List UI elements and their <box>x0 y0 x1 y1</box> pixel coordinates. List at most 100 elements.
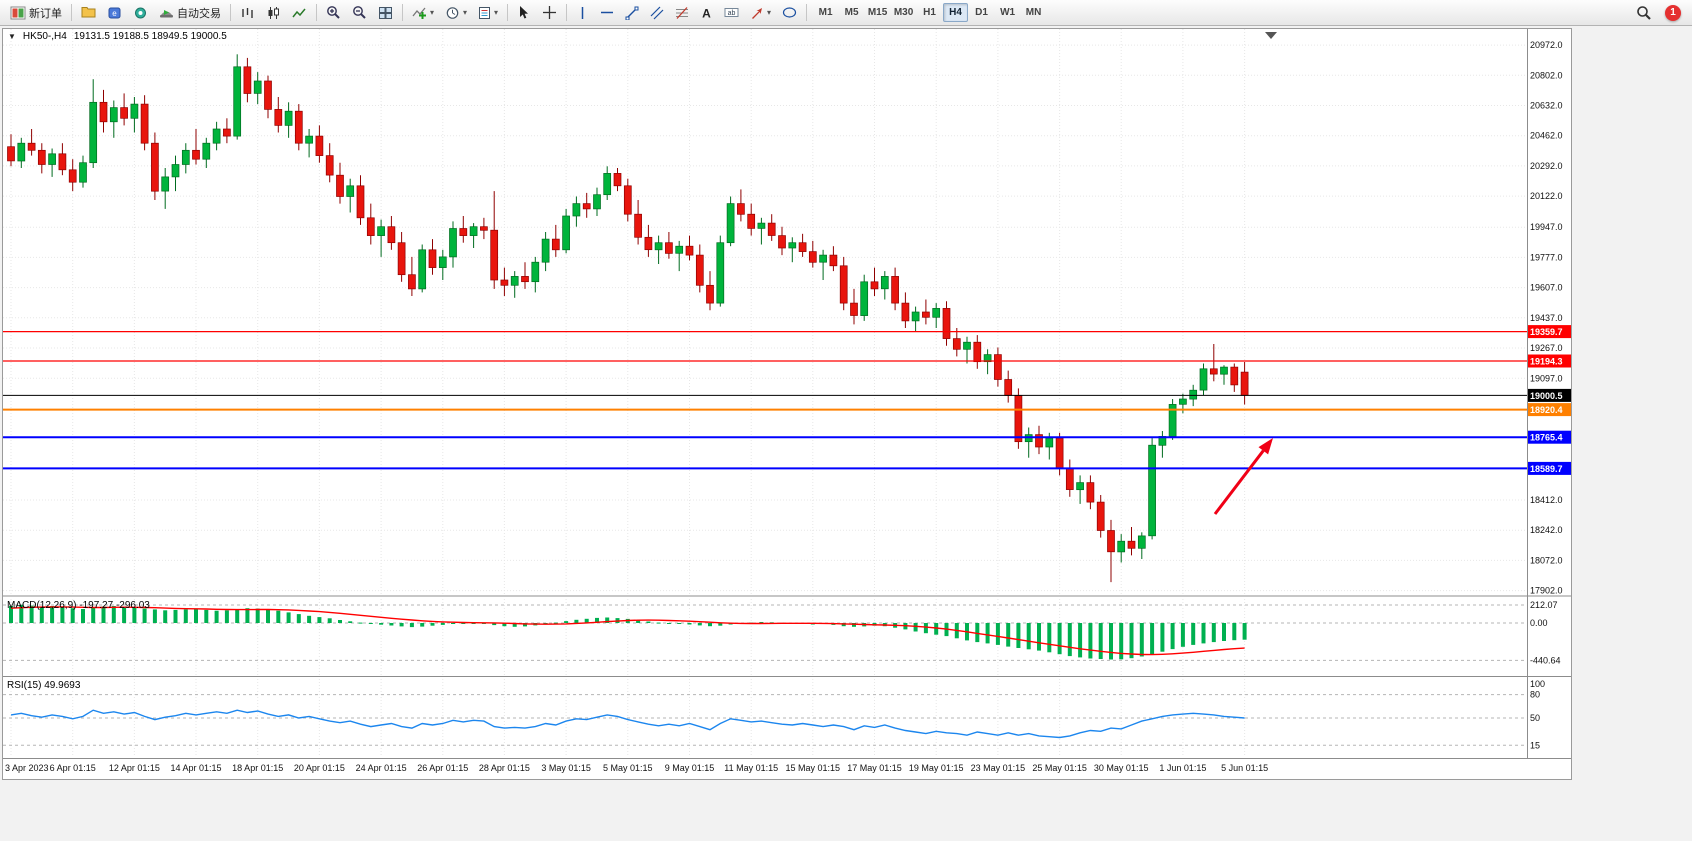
horizontal-line-button[interactable] <box>595 2 619 23</box>
candle-body <box>1127 540 1136 549</box>
candle-body <box>17 142 26 162</box>
zoom-in-button[interactable] <box>321 2 346 23</box>
svg-text:3 May 01:15: 3 May 01:15 <box>541 763 591 773</box>
candle-body <box>325 155 334 176</box>
svg-text:-440.64: -440.64 <box>1530 655 1561 665</box>
candle-body <box>27 142 36 151</box>
text-button[interactable]: A <box>695 2 718 23</box>
svg-text:1 Jun 01:15: 1 Jun 01:15 <box>1159 763 1206 773</box>
metaeditor-button[interactable]: e <box>102 2 127 23</box>
cursor-button[interactable] <box>512 2 536 23</box>
fibonacci-button[interactable] <box>670 2 694 23</box>
profiles-button[interactable] <box>76 2 101 23</box>
chart-canvas[interactable]: 20972.0 20802.0 20632.0 20462.0 20292.0 20122… <box>3 29 1571 779</box>
svg-text:18072.0: 18072.0 <box>1530 555 1563 565</box>
chart-shift-marker[interactable] <box>1265 32 1277 39</box>
grid-lines <box>3 29 1527 757</box>
candle-body <box>593 194 601 210</box>
price-level-badge <box>1527 403 1571 417</box>
notification-badge[interactable]: 1 <box>1665 4 1681 21</box>
timeframe-h1[interactable]: H1 <box>917 3 942 22</box>
profiles-icon <box>81 6 96 19</box>
candle-body <box>264 80 272 110</box>
shapes-icon <box>782 6 797 19</box>
candle-body <box>1230 366 1239 386</box>
chart-symbol-period: HK50-,H4 <box>22 31 67 42</box>
candle-body <box>1117 540 1126 553</box>
crosshair-button[interactable] <box>537 2 562 23</box>
candle-body <box>212 128 221 144</box>
svg-text:9 May 01:15: 9 May 01:15 <box>665 763 715 773</box>
community-button[interactable] <box>128 2 153 23</box>
new-order-button[interactable]: 新订单 <box>5 2 67 23</box>
candle-body <box>860 281 869 316</box>
templates-button[interactable]: ▾ <box>473 2 503 23</box>
chart-window[interactable]: 20972.0 20802.0 20632.0 20462.0 20292.0 20122… <box>2 28 1572 780</box>
autotrading-icon <box>159 6 174 20</box>
candle-body <box>181 149 190 165</box>
toolbar-separator <box>316 4 317 21</box>
shapes-button[interactable] <box>777 2 802 23</box>
timeframe-m15[interactable]: M15 <box>865 3 890 22</box>
candle-body <box>161 176 170 192</box>
candle-body <box>880 276 889 290</box>
arrows-tool-button[interactable]: ▾ <box>745 2 776 23</box>
ohlc-collapse-icon[interactable]: ▼ <box>8 32 16 41</box>
indicators-button[interactable]: ▾ <box>407 2 439 23</box>
candle-body <box>284 110 293 126</box>
svg-text:18412.0: 18412.0 <box>1530 495 1563 505</box>
trend-arrow-line[interactable] <box>1213 449 1265 515</box>
dropdown-caret-icon: ▾ <box>767 7 772 17</box>
svg-text:19000.5: 19000.5 <box>1530 391 1563 401</box>
timeframe-m30[interactable]: M30 <box>891 3 916 22</box>
svg-text:19359.7: 19359.7 <box>1530 327 1563 337</box>
search-button[interactable] <box>1631 2 1657 23</box>
timeframe-m5[interactable]: M5 <box>839 3 864 22</box>
svg-text:20292.0: 20292.0 <box>1530 161 1563 171</box>
dropdown-caret-icon: ▾ <box>430 7 435 17</box>
timeframe-w1[interactable]: W1 <box>995 3 1020 22</box>
price-level-badge <box>1527 461 1571 475</box>
candle-body <box>808 251 817 263</box>
candle-body <box>243 66 252 94</box>
candle-body <box>79 162 87 183</box>
dropdown-caret-icon: ▾ <box>494 7 499 17</box>
chart-line-button[interactable] <box>287 2 312 23</box>
timeframe-m1[interactable]: M1 <box>813 3 838 22</box>
chart-bars-button[interactable] <box>235 2 260 23</box>
candle-body <box>798 242 807 252</box>
zoom-out-button[interactable] <box>347 2 372 23</box>
tile-windows-button[interactable] <box>373 2 398 23</box>
candle-body <box>130 103 139 119</box>
text-label-button[interactable]: ab <box>719 2 744 23</box>
candle-body <box>1179 398 1187 405</box>
vertical-line-button[interactable] <box>571 2 594 23</box>
svg-text:5 Jun 01:15: 5 Jun 01:15 <box>1221 763 1268 773</box>
macd-indicator-label: MACD(12,26,9) -197.27 -296.03 <box>7 600 150 611</box>
timeframe-h4[interactable]: H4 <box>943 3 969 22</box>
candle-body <box>294 110 303 144</box>
channel-button[interactable] <box>645 2 669 23</box>
candle-body <box>623 185 632 215</box>
svg-text:3 Apr 2023: 3 Apr 2023 <box>5 763 49 773</box>
candle-body <box>449 228 457 258</box>
bar-chart-icon <box>240 6 255 20</box>
svg-text:19437.0: 19437.0 <box>1530 313 1563 323</box>
chart-candles-button[interactable] <box>261 2 286 23</box>
periods-button[interactable]: ▾ <box>440 2 472 23</box>
timeframe-mn[interactable]: MN <box>1021 3 1046 22</box>
candle-body <box>1148 444 1156 537</box>
candle-body <box>428 249 437 268</box>
candle-body <box>253 80 262 94</box>
svg-text:20 Apr 01:15: 20 Apr 01:15 <box>294 763 345 773</box>
svg-text:20632.0: 20632.0 <box>1530 101 1563 111</box>
vertical-line-icon <box>576 6 589 20</box>
svg-text:18 Apr 01:15: 18 Apr 01:15 <box>232 763 283 773</box>
candle-body <box>1240 371 1249 396</box>
candle-body <box>68 169 77 183</box>
trendline-button[interactable] <box>620 2 644 23</box>
autotrading-button[interactable]: 自动交易 <box>154 2 226 23</box>
svg-text:11 May 01:15: 11 May 01:15 <box>724 763 778 773</box>
timeframe-d1[interactable]: D1 <box>969 3 994 22</box>
svg-text:50: 50 <box>1530 713 1540 723</box>
